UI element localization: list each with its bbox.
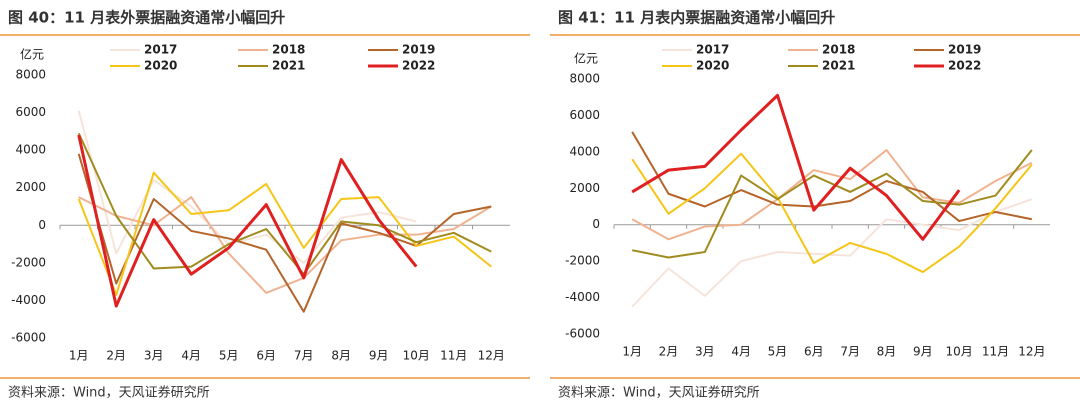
x-tick-label: 12月 xyxy=(1018,345,1045,359)
x-tick-label: 2月 xyxy=(659,345,679,359)
legend-label: 2020 xyxy=(144,59,177,73)
x-tick-label: 9月 xyxy=(369,349,389,363)
y-tick-label: -6000 xyxy=(11,331,46,345)
series-line xyxy=(631,131,1033,223)
x-tick-label: 5月 xyxy=(219,349,239,363)
y-tick-label: 8000 xyxy=(569,72,600,86)
series-line xyxy=(631,149,1033,259)
legend-label: 2018 xyxy=(822,43,855,57)
legend-label: 2018 xyxy=(272,43,305,57)
x-tick-label: 7月 xyxy=(840,345,860,359)
x-tick-label: 10月 xyxy=(946,345,973,359)
y-tick-label: 4000 xyxy=(569,144,600,158)
y-tick-label: 4000 xyxy=(15,143,46,157)
x-tick-label: 5月 xyxy=(768,345,788,359)
x-tick-label: 6月 xyxy=(256,349,276,363)
source: 资料来源：Wind，天风证券研究所 xyxy=(558,385,760,401)
y-tick-label: 8000 xyxy=(15,68,46,82)
series-line xyxy=(77,110,417,264)
x-tick-label: 3月 xyxy=(144,349,164,363)
series-line xyxy=(77,171,492,296)
series-line xyxy=(631,152,1033,274)
series-line xyxy=(631,198,1033,308)
legend-label: 2021 xyxy=(822,59,855,73)
x-tick-label: 11月 xyxy=(982,345,1009,359)
x-tick-label: 9月 xyxy=(913,345,933,359)
x-tick-label: 1月 xyxy=(69,349,89,363)
series-line xyxy=(77,132,492,276)
legend-label: 2017 xyxy=(144,43,177,57)
x-tick-label: 2月 xyxy=(106,349,126,363)
y-tick-label: -6000 xyxy=(565,327,600,341)
x-tick-label: 3月 xyxy=(695,345,715,359)
y-tick-label: 2000 xyxy=(569,181,600,195)
legend-label: 2019 xyxy=(402,43,435,57)
legend-label: 2017 xyxy=(696,43,729,57)
series-line xyxy=(78,196,492,294)
x-tick-label: 1月 xyxy=(622,345,642,359)
y-tick-label: -4000 xyxy=(11,293,46,307)
series-line xyxy=(631,93,961,241)
x-tick-label: 12月 xyxy=(478,349,505,363)
chart-title: 图 41：11 月表内票据融资通常小幅回升 xyxy=(558,9,835,27)
y-tick-label: -2000 xyxy=(565,254,600,268)
source: 资料来源：Wind，天风证券研究所 xyxy=(8,385,210,401)
x-tick-label: 4月 xyxy=(181,349,201,363)
x-tick-label: 8月 xyxy=(877,345,897,359)
y-tick-label: 0 xyxy=(592,217,600,231)
series-line xyxy=(77,134,418,308)
legend-label: 2019 xyxy=(948,43,981,57)
x-tick-label: 8月 xyxy=(331,349,351,363)
series-line xyxy=(631,149,1033,241)
y-tick-label: -4000 xyxy=(565,290,600,304)
x-tick-label: 7月 xyxy=(294,349,314,363)
y-tick-label: -2000 xyxy=(11,255,46,269)
y-tick-label: 2000 xyxy=(15,180,46,194)
y-axis-label: 亿元 xyxy=(20,47,44,62)
y-tick-label: 0 xyxy=(38,218,46,232)
x-tick-label: 11月 xyxy=(440,349,467,363)
y-tick-label: 6000 xyxy=(15,105,46,119)
y-tick-label: 6000 xyxy=(569,108,600,122)
x-tick-label: 4月 xyxy=(731,345,751,359)
legend-label: 2021 xyxy=(272,59,305,73)
legend-label: 2022 xyxy=(948,59,981,73)
x-tick-label: 6月 xyxy=(804,345,824,359)
legend-label: 2022 xyxy=(402,59,435,73)
y-axis-label: 亿元 xyxy=(574,51,598,66)
legend-label: 2020 xyxy=(696,59,729,73)
x-tick-label: 10月 xyxy=(403,349,430,363)
chart-title: 图 40：11 月表外票据融资通常小幅回升 xyxy=(8,9,285,27)
